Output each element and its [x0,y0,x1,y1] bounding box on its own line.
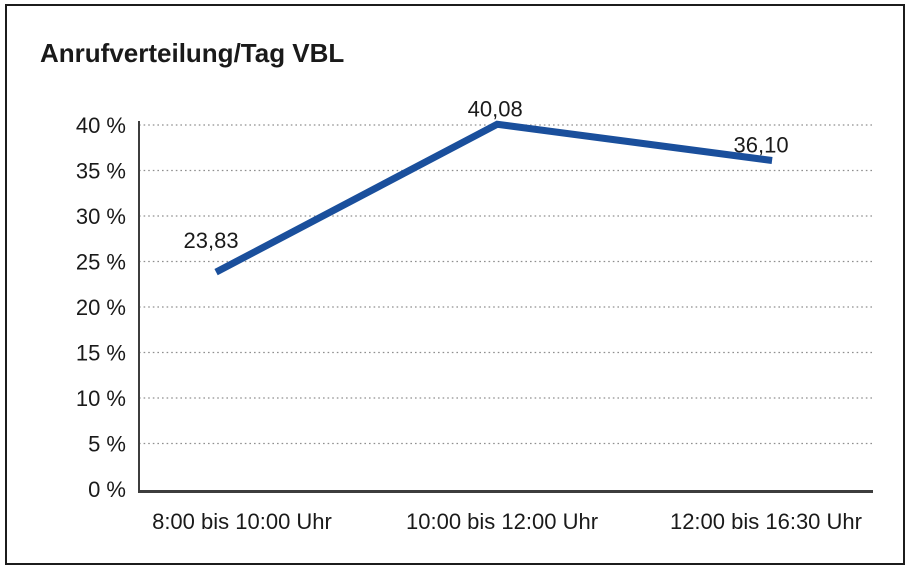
y-tick-label: 40 % [76,113,126,138]
y-tick-label: 25 % [76,250,126,275]
data-point-label: 36,10 [734,132,789,157]
x-axis-label: 10:00 bis 12:00 Uhr [406,509,598,534]
data-point-label: 40,08 [468,96,523,121]
y-tick-label: 10 % [76,386,126,411]
data-point-label: 23,83 [184,228,239,253]
chart-title: Anrufverteilung/Tag VBL [40,38,345,68]
x-axis-label: 12:00 bis 16:30 Uhr [670,509,862,534]
y-tick-label: 30 % [76,204,126,229]
x-axis-label: 8:00 bis 10:00 Uhr [152,509,332,534]
y-tick-label: 15 % [76,341,126,366]
y-tick-label: 5 % [88,432,126,457]
figure-border [5,4,905,565]
y-tick-label: 0 % [88,477,126,502]
y-tick-label: 20 % [76,295,126,320]
y-tick-label: 35 % [76,159,126,184]
data-series-line [214,120,773,276]
